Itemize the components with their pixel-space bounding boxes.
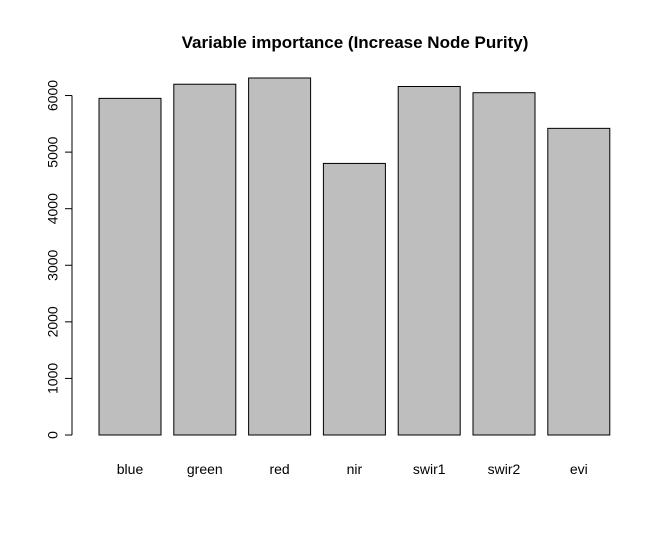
y-tick-label: 0 [45, 431, 61, 439]
x-tick-label-blue: blue [117, 461, 144, 477]
x-tick-label-red: red [269, 461, 289, 477]
x-tick-label-evi: evi [570, 461, 588, 477]
chart-title: Variable importance (Increase Node Purit… [182, 33, 529, 52]
bar-red [248, 77, 312, 436]
bar-green [173, 83, 237, 436]
x-tick-label-swir1: swir1 [413, 461, 446, 477]
y-tick-label: 1000 [45, 363, 61, 394]
y-axis: 0 1000 2000 3000 4000 5000 6000 [45, 80, 73, 439]
y-tick-label: 6000 [45, 80, 61, 111]
y-tick-label: 4000 [45, 193, 61, 224]
bar-blue [98, 97, 162, 436]
y-tick-label: 3000 [45, 249, 61, 280]
y-tick-label: 5000 [45, 136, 61, 167]
bar-swir2 [472, 92, 536, 436]
bar-swir1 [397, 85, 461, 436]
y-tick-label: 2000 [45, 306, 61, 337]
bar-evi [547, 127, 611, 436]
bars-group [98, 77, 611, 436]
bar-nir [322, 162, 386, 436]
x-tick-label-green: green [187, 461, 223, 477]
x-axis-labels: blue green red nir swir1 swir2 evi [117, 461, 588, 477]
x-tick-label-nir: nir [347, 461, 363, 477]
x-tick-label-swir2: swir2 [488, 461, 521, 477]
